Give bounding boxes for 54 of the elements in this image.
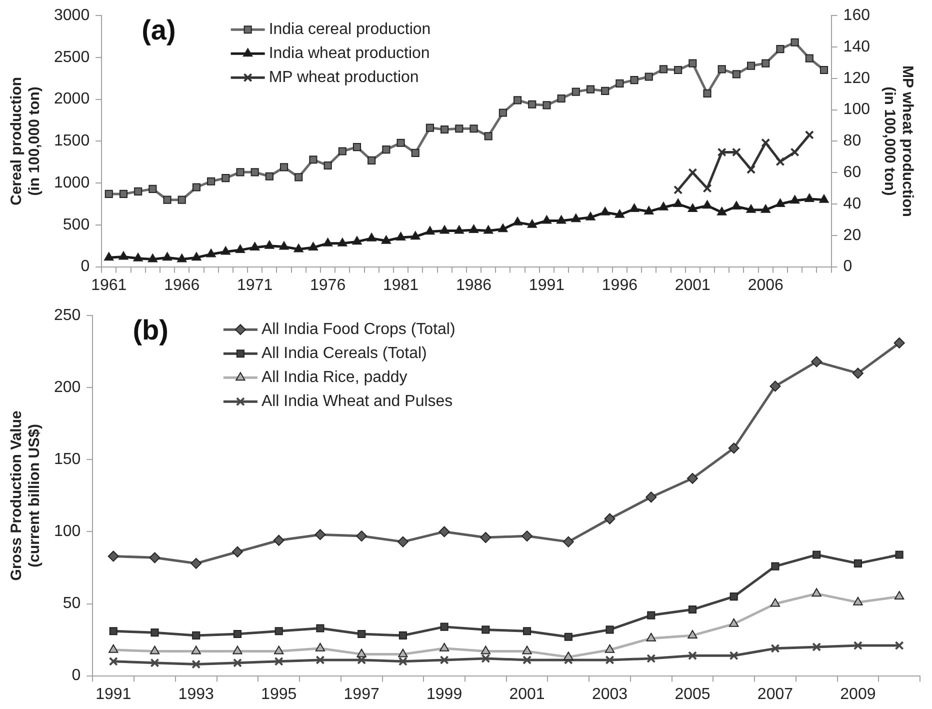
y2-tick-label: 160 [843, 7, 870, 24]
y2-tick-label: 60 [843, 164, 862, 182]
y-tick-label: 150 [54, 451, 81, 468]
x-tick-label: 2007 [757, 686, 794, 703]
y-axis-title: Gross Production Value (current billion US$) [8, 410, 44, 581]
y-tick-label: 1000 [54, 174, 90, 192]
x-tick-label: 1981 [382, 276, 419, 294]
legend-label: India cereal production [268, 21, 431, 38]
x-tick-label: 2001 [674, 276, 711, 294]
y2-axis-title: MP wheat production (in 100,000 ton) [880, 65, 916, 217]
y-axis-title: Cereal production (in 100,000 ton) [8, 77, 44, 206]
y2-tick-label: 20 [843, 226, 862, 244]
x-tick-label: 2001 [509, 686, 545, 703]
legend-label: All India Wheat and Pulses [261, 393, 453, 410]
x-tick-label: 1999 [426, 686, 462, 703]
y-tick-label: 3000 [54, 7, 90, 24]
x-tick-label: 2003 [592, 686, 628, 703]
y-tick-label: 0 [80, 258, 90, 276]
chart-title: (a) [142, 14, 176, 46]
legend-label: MP wheat production [268, 69, 419, 86]
y-tick-label: 250 [54, 307, 81, 324]
legend-label: All India Cereals (Total) [261, 345, 427, 362]
y-tick-label: 0 [72, 667, 81, 684]
y-tick-label: 50 [62, 595, 81, 612]
y2-tick-label: 120 [843, 70, 870, 87]
y2-tick-label: 100 [843, 101, 870, 118]
y2-tick-label: 40 [843, 195, 862, 212]
x-tick-label: 1997 [344, 686, 380, 703]
x-tick-label: 1971 [237, 276, 273, 294]
legend-label: All India Rice, paddy [261, 369, 408, 386]
x-tick-label: 2005 [674, 686, 710, 703]
legend-label: All India Food Crops (Total) [261, 321, 456, 338]
x-tick-label: 2009 [840, 686, 876, 703]
y-tick-label: 1500 [54, 132, 90, 150]
chart-title: (b) [132, 314, 168, 346]
x-tick-label: 1991 [528, 276, 565, 294]
y2-tick-label: 80 [843, 132, 862, 150]
x-tick-label: 1993 [178, 686, 214, 703]
y-tick-label: 200 [54, 379, 81, 396]
x-tick-label: 1995 [261, 686, 297, 703]
y2-tick-label: 0 [843, 258, 852, 276]
x-tick-label: 2006 [748, 276, 784, 294]
y-tick-label: 500 [62, 216, 90, 234]
y-tick-label: 2000 [54, 90, 90, 108]
y-tick-label: 2500 [54, 48, 90, 66]
x-tick-label: 1966 [164, 276, 200, 294]
x-tick-label: 1961 [91, 276, 127, 294]
x-tick-label: 1996 [602, 276, 638, 294]
y2-tick-label: 140 [843, 38, 870, 56]
legend-label: India wheat production [268, 45, 430, 62]
y-tick-label: 100 [54, 523, 81, 540]
x-tick-label: 1986 [456, 276, 492, 294]
x-tick-label: 1991 [96, 686, 132, 703]
x-tick-label: 1976 [310, 276, 346, 294]
